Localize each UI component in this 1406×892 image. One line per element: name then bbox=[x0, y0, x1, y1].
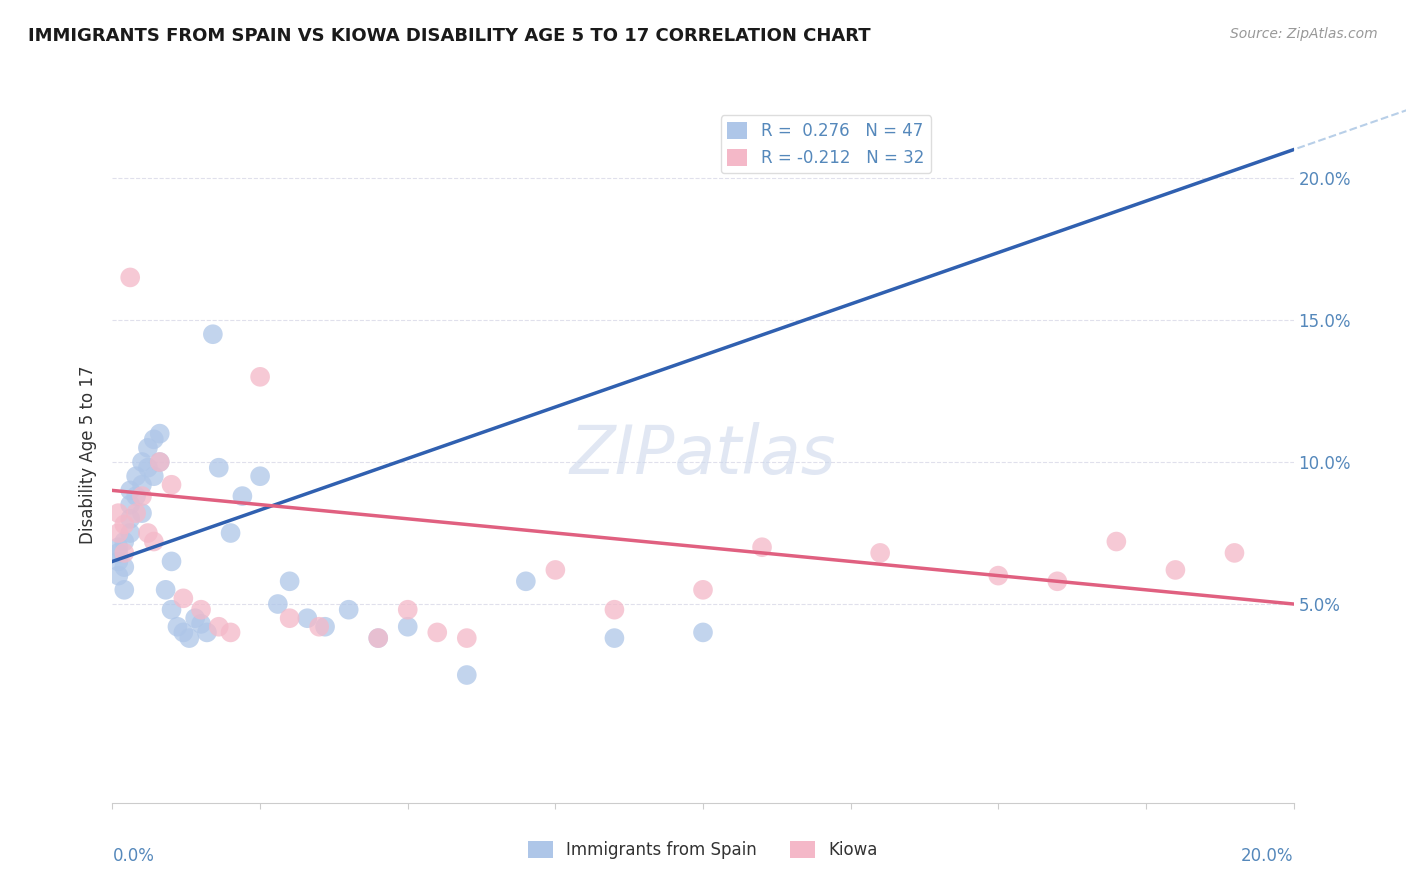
Text: 0.0%: 0.0% bbox=[112, 847, 155, 865]
Point bbox=[1046, 574, 1069, 589]
Point bbox=[160, 603, 183, 617]
Point bbox=[219, 526, 242, 541]
Point bbox=[125, 506, 148, 520]
Point bbox=[195, 625, 218, 640]
Point bbox=[166, 620, 188, 634]
Legend: R =  0.276   N = 47, R = -0.212   N = 32: R = 0.276 N = 47, R = -0.212 N = 32 bbox=[721, 115, 931, 173]
Point bbox=[987, 568, 1010, 582]
Point bbox=[125, 469, 148, 483]
Point bbox=[603, 631, 626, 645]
Point bbox=[172, 625, 194, 640]
Point bbox=[1223, 546, 1246, 560]
Point bbox=[112, 560, 135, 574]
Y-axis label: Disability Age 5 to 17: Disability Age 5 to 17 bbox=[79, 366, 97, 544]
Point bbox=[544, 563, 567, 577]
Point bbox=[107, 506, 129, 520]
Point bbox=[142, 432, 165, 446]
Text: IMMIGRANTS FROM SPAIN VS KIOWA DISABILITY AGE 5 TO 17 CORRELATION CHART: IMMIGRANTS FROM SPAIN VS KIOWA DISABILIT… bbox=[28, 27, 870, 45]
Point bbox=[136, 441, 159, 455]
Point bbox=[112, 534, 135, 549]
Point bbox=[125, 489, 148, 503]
Point bbox=[155, 582, 177, 597]
Point bbox=[120, 498, 142, 512]
Point bbox=[869, 546, 891, 560]
Point bbox=[231, 489, 253, 503]
Text: Source: ZipAtlas.com: Source: ZipAtlas.com bbox=[1230, 27, 1378, 41]
Point bbox=[1105, 534, 1128, 549]
Point bbox=[249, 369, 271, 384]
Point bbox=[314, 620, 336, 634]
Point bbox=[1164, 563, 1187, 577]
Point bbox=[515, 574, 537, 589]
Point bbox=[160, 477, 183, 491]
Point bbox=[426, 625, 449, 640]
Point bbox=[131, 455, 153, 469]
Point bbox=[249, 469, 271, 483]
Point bbox=[120, 512, 142, 526]
Point bbox=[160, 554, 183, 568]
Point bbox=[107, 526, 129, 541]
Point bbox=[396, 603, 419, 617]
Text: 20.0%: 20.0% bbox=[1241, 847, 1294, 865]
Point bbox=[120, 270, 142, 285]
Point bbox=[107, 554, 129, 568]
Point bbox=[692, 582, 714, 597]
Point bbox=[190, 603, 212, 617]
Point bbox=[120, 526, 142, 541]
Point bbox=[190, 616, 212, 631]
Point bbox=[337, 603, 360, 617]
Point bbox=[456, 631, 478, 645]
Point bbox=[297, 611, 319, 625]
Point bbox=[603, 603, 626, 617]
Point bbox=[142, 534, 165, 549]
Point bbox=[367, 631, 389, 645]
Point bbox=[136, 460, 159, 475]
Point bbox=[278, 611, 301, 625]
Point bbox=[208, 620, 231, 634]
Point bbox=[107, 540, 129, 554]
Point bbox=[308, 620, 330, 634]
Point bbox=[112, 517, 135, 532]
Point bbox=[149, 455, 172, 469]
Point bbox=[107, 546, 129, 560]
Point bbox=[112, 546, 135, 560]
Point bbox=[396, 620, 419, 634]
Point bbox=[456, 668, 478, 682]
Point bbox=[107, 568, 129, 582]
Point bbox=[112, 582, 135, 597]
Point bbox=[367, 631, 389, 645]
Point bbox=[278, 574, 301, 589]
Point bbox=[136, 526, 159, 541]
Point bbox=[184, 611, 207, 625]
Text: ZIPatlas: ZIPatlas bbox=[569, 422, 837, 488]
Point bbox=[131, 477, 153, 491]
Point bbox=[208, 460, 231, 475]
Point bbox=[149, 426, 172, 441]
Point bbox=[751, 540, 773, 554]
Point bbox=[131, 506, 153, 520]
Point bbox=[219, 625, 242, 640]
Point bbox=[172, 591, 194, 606]
Point bbox=[131, 489, 153, 503]
Point bbox=[142, 469, 165, 483]
Point bbox=[179, 631, 201, 645]
Point bbox=[120, 483, 142, 498]
Point bbox=[149, 455, 172, 469]
Point bbox=[692, 625, 714, 640]
Legend: Immigrants from Spain, Kiowa: Immigrants from Spain, Kiowa bbox=[522, 834, 884, 866]
Point bbox=[201, 327, 224, 342]
Point bbox=[267, 597, 290, 611]
